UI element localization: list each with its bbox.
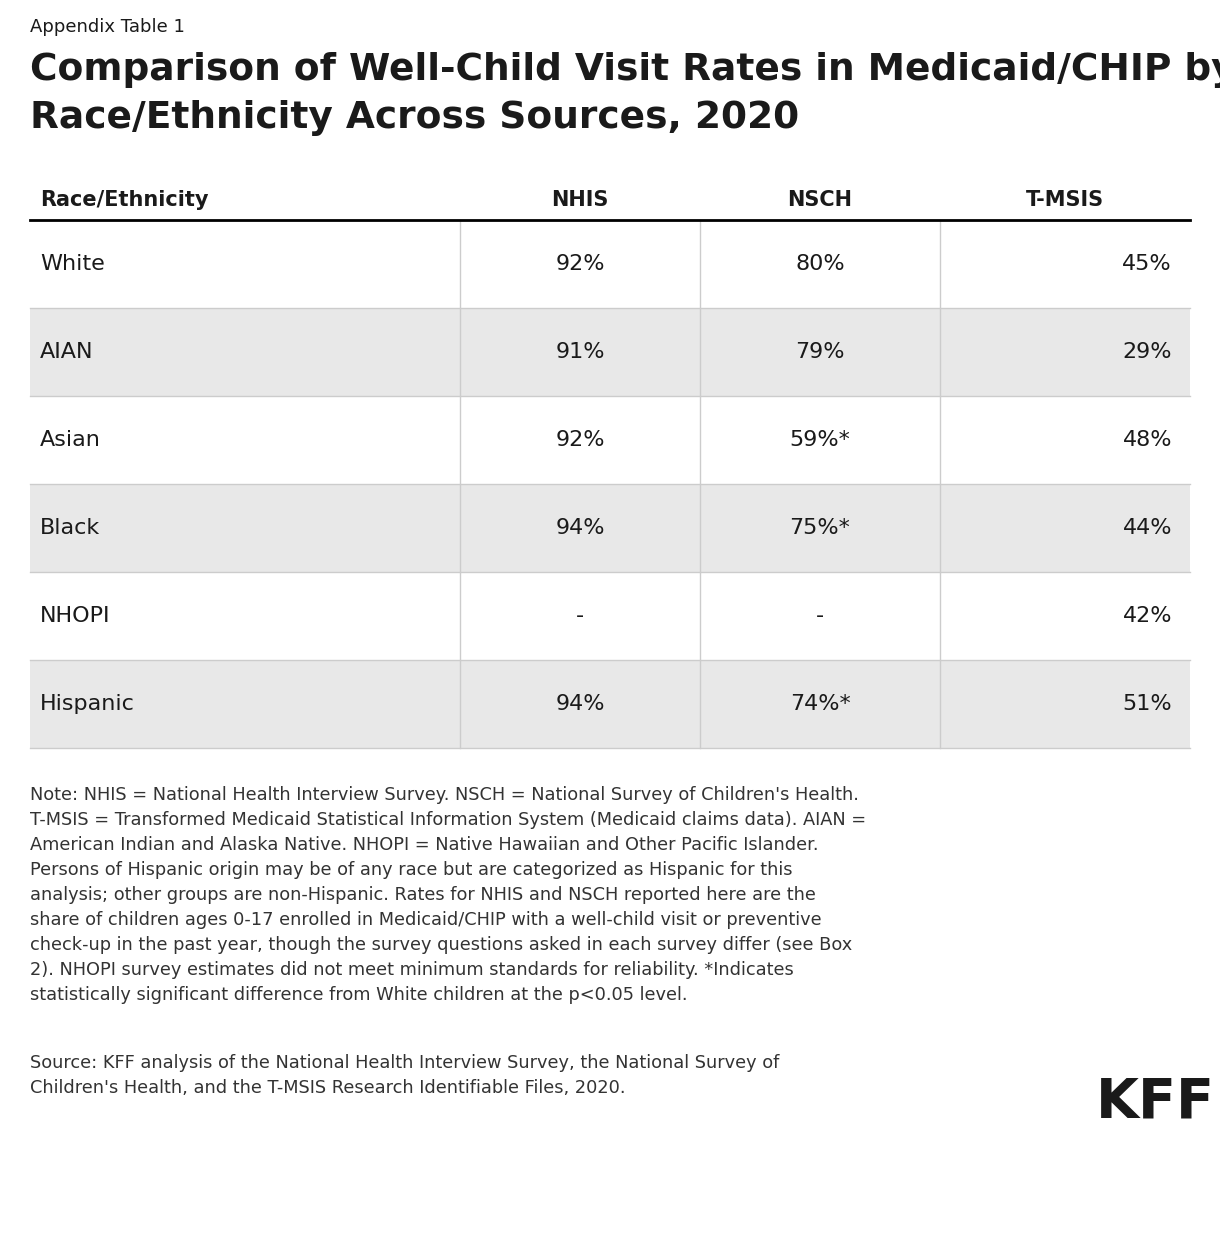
- Bar: [30, 396, 1190, 484]
- Text: KFF: KFF: [1096, 1076, 1214, 1130]
- Text: 29%: 29%: [1122, 342, 1172, 362]
- Text: Black: Black: [40, 517, 100, 538]
- Text: 79%: 79%: [795, 342, 844, 362]
- Text: Race/Ethnicity: Race/Ethnicity: [40, 190, 209, 210]
- Text: 45%: 45%: [1122, 254, 1172, 274]
- Text: Source: KFF analysis of the National Health Interview Survey, the National Surve: Source: KFF analysis of the National Hea…: [30, 1054, 780, 1096]
- Text: 48%: 48%: [1122, 430, 1172, 450]
- Text: -: -: [576, 605, 584, 625]
- Bar: [30, 308, 1190, 396]
- Text: 59%*: 59%*: [789, 430, 850, 450]
- Text: -: -: [816, 605, 824, 625]
- Text: 51%: 51%: [1122, 695, 1172, 713]
- Bar: [30, 571, 1190, 659]
- Text: NHIS: NHIS: [551, 190, 609, 210]
- Text: Hispanic: Hispanic: [40, 695, 135, 713]
- Text: 94%: 94%: [555, 517, 605, 538]
- Text: Appendix Table 1: Appendix Table 1: [30, 18, 185, 36]
- Text: 91%: 91%: [555, 342, 605, 362]
- Text: 42%: 42%: [1122, 605, 1172, 625]
- Bar: [30, 484, 1190, 571]
- Text: T-MSIS: T-MSIS: [1026, 190, 1104, 210]
- Text: 44%: 44%: [1122, 517, 1172, 538]
- Text: AIAN: AIAN: [40, 342, 94, 362]
- Text: NHOPI: NHOPI: [40, 605, 111, 625]
- Bar: [30, 220, 1190, 308]
- Text: Note: NHIS = National Health Interview Survey. NSCH = National Survey of Childre: Note: NHIS = National Health Interview S…: [30, 786, 866, 1004]
- Bar: [30, 659, 1190, 749]
- Text: 80%: 80%: [795, 254, 844, 274]
- Text: Comparison of Well-Child Visit Rates in Medicaid/CHIP by: Comparison of Well-Child Visit Rates in …: [30, 51, 1220, 88]
- Text: 92%: 92%: [555, 254, 605, 274]
- Text: 92%: 92%: [555, 430, 605, 450]
- Text: 75%*: 75%*: [789, 517, 850, 538]
- Text: 94%: 94%: [555, 695, 605, 713]
- Bar: [30, 168, 1190, 220]
- Text: Asian: Asian: [40, 430, 101, 450]
- Text: NSCH: NSCH: [787, 190, 853, 210]
- Text: White: White: [40, 254, 105, 274]
- Text: Race/Ethnicity Across Sources, 2020: Race/Ethnicity Across Sources, 2020: [30, 100, 799, 136]
- Text: 74%*: 74%*: [789, 695, 850, 713]
